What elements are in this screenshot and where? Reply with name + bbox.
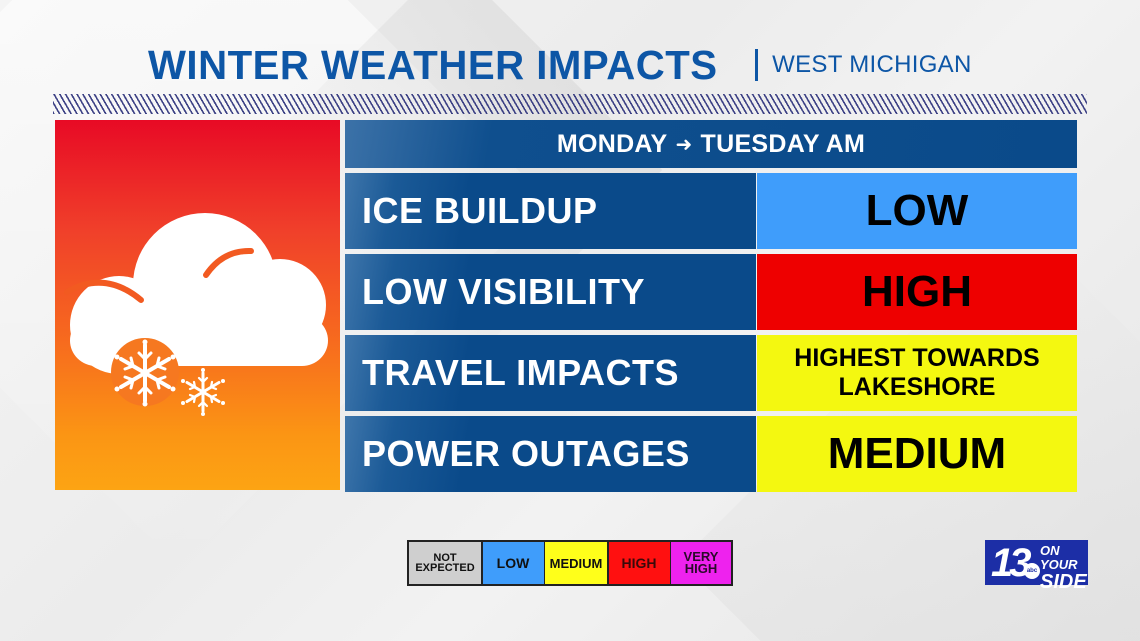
legend-not-expected: NOT EXPECTED <box>409 542 481 584</box>
impact-label: TRAVEL IMPACTS <box>345 335 756 411</box>
impact-level-badge: MEDIUM <box>757 416 1077 492</box>
cloud-with-snow-icon <box>64 213 328 416</box>
channel-number: 13 <box>991 540 1031 585</box>
impact-value-line: LAKESHORE <box>838 373 996 401</box>
tagline-line: ON YOUR <box>1040 543 1078 572</box>
impact-value-line: HIGHEST TOWARDS <box>794 344 1040 372</box>
impact-label: ICE BUILDUP <box>345 173 756 249</box>
period-start: MONDAY <box>556 129 668 158</box>
impact-row-travel-impacts: TRAVEL IMPACTS HIGHEST TOWARDS LAKESHORE <box>345 335 1077 411</box>
impact-level-legend: NOT EXPECTED LOW MEDIUM HIGH VERY HIGH <box>407 540 733 586</box>
legend-high: HIGH <box>608 542 670 584</box>
region-subtitle: WEST MICHIGAN <box>772 51 972 78</box>
impact-row-power-outages: POWER OUTAGES MEDIUM <box>345 416 1077 492</box>
weather-icon-panel <box>55 120 340 490</box>
arrow-right-icon: ➜ <box>675 133 693 156</box>
abc-network-icon: abc <box>1024 563 1040 579</box>
logo-tagline: ON YOUR SIDE <box>1040 544 1088 593</box>
legend-label: HIGH <box>684 561 718 576</box>
legend-label: LOW <box>496 555 530 571</box>
impact-row-ice-buildup: ICE BUILDUP LOW <box>345 173 1077 249</box>
impact-label: POWER OUTAGES <box>345 416 756 492</box>
period-end: TUESDAY AM <box>700 129 866 158</box>
impact-label: LOW VISIBILITY <box>345 254 756 330</box>
impact-level-badge: LOW <box>757 173 1077 249</box>
hatched-divider <box>53 94 1087 114</box>
impact-level-badge: HIGH <box>757 254 1077 330</box>
impacts-table: MONDAY ➜ TUESDAY AM ICE BUILDUP LOW LOW … <box>345 120 1077 492</box>
graphic-title: WINTER WEATHER IMPACTS <box>148 41 718 88</box>
impact-level-badge: HIGHEST TOWARDS LAKESHORE <box>757 335 1077 411</box>
forecast-period-header: MONDAY ➜ TUESDAY AM <box>345 120 1077 168</box>
legend-label: NOT <box>433 552 457 564</box>
legend-label: HIGH <box>621 555 657 571</box>
legend-low: LOW <box>482 542 544 584</box>
legend-very-high: VERY HIGH <box>671 542 731 584</box>
legend-label: MEDIUM <box>549 555 603 571</box>
graphic-header: WINTER WEATHER IMPACTS WEST MICHIGAN <box>148 40 972 90</box>
title-separator <box>755 49 759 81</box>
legend-label: EXPECTED <box>415 562 475 574</box>
impact-row-low-visibility: LOW VISIBILITY HIGH <box>345 254 1077 330</box>
station-logo: 13 abc ON YOUR SIDE <box>985 540 1088 593</box>
tagline-line: SIDE <box>1040 571 1087 593</box>
legend-medium: MEDIUM <box>545 542 607 584</box>
legend-label: VERY <box>683 549 719 564</box>
